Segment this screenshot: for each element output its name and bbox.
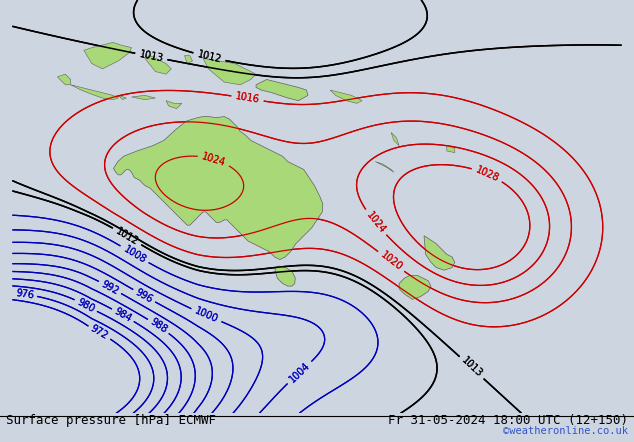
Text: 1012: 1012 — [114, 226, 140, 247]
Polygon shape — [391, 133, 399, 146]
Text: 972: 972 — [89, 324, 110, 342]
Text: 984: 984 — [112, 306, 133, 324]
Text: 1028: 1028 — [474, 164, 501, 184]
Polygon shape — [184, 56, 193, 64]
Text: 1012: 1012 — [196, 49, 223, 65]
Polygon shape — [447, 146, 455, 152]
Polygon shape — [113, 117, 323, 259]
Text: 972: 972 — [89, 324, 110, 342]
Text: 992: 992 — [100, 278, 120, 296]
Text: 1004: 1004 — [287, 360, 312, 385]
Polygon shape — [375, 162, 394, 172]
Text: 1024: 1024 — [201, 151, 227, 168]
Text: 1024: 1024 — [201, 151, 227, 168]
Text: 1004: 1004 — [287, 360, 312, 385]
Polygon shape — [132, 95, 155, 99]
Text: 1016: 1016 — [235, 91, 261, 105]
Text: 1000: 1000 — [193, 306, 219, 325]
Polygon shape — [424, 236, 455, 270]
Text: 980: 980 — [75, 297, 96, 314]
Polygon shape — [70, 85, 119, 99]
Text: 996: 996 — [134, 287, 155, 305]
Text: Fr 31-05-2024 18:00 UTC (12+150): Fr 31-05-2024 18:00 UTC (12+150) — [387, 414, 628, 427]
Text: ©weatheronline.co.uk: ©weatheronline.co.uk — [503, 426, 628, 436]
Text: 1008: 1008 — [122, 244, 148, 265]
Text: 1013: 1013 — [459, 356, 484, 380]
Polygon shape — [166, 101, 182, 109]
Text: 988: 988 — [148, 317, 169, 335]
Polygon shape — [84, 42, 132, 69]
Text: 980: 980 — [75, 297, 96, 314]
Text: 1013: 1013 — [138, 49, 164, 64]
Text: 1020: 1020 — [378, 250, 404, 273]
Text: 1012: 1012 — [196, 49, 223, 65]
Text: 1016: 1016 — [235, 91, 261, 105]
Text: 1012: 1012 — [114, 226, 140, 247]
Text: 992: 992 — [100, 278, 120, 296]
Text: Surface pressure [hPa] ECMWF: Surface pressure [hPa] ECMWF — [6, 414, 216, 427]
Polygon shape — [330, 90, 362, 103]
Text: 996: 996 — [134, 287, 155, 305]
Text: 1008: 1008 — [122, 244, 148, 265]
Polygon shape — [275, 266, 295, 286]
Text: 1024: 1024 — [364, 210, 387, 235]
Polygon shape — [256, 80, 308, 101]
Text: 984: 984 — [112, 306, 133, 324]
Text: 1013: 1013 — [138, 49, 164, 64]
Polygon shape — [203, 58, 256, 85]
Text: 1024: 1024 — [364, 210, 387, 235]
Polygon shape — [399, 275, 431, 299]
Text: 988: 988 — [148, 317, 169, 335]
Text: 1020: 1020 — [378, 250, 404, 273]
Polygon shape — [145, 56, 171, 74]
Text: 976: 976 — [15, 288, 34, 301]
Text: 1013: 1013 — [459, 356, 484, 380]
Text: 1028: 1028 — [474, 164, 501, 184]
Polygon shape — [119, 95, 126, 99]
Polygon shape — [58, 74, 70, 85]
Text: 976: 976 — [15, 288, 34, 301]
Text: 1000: 1000 — [193, 306, 219, 325]
